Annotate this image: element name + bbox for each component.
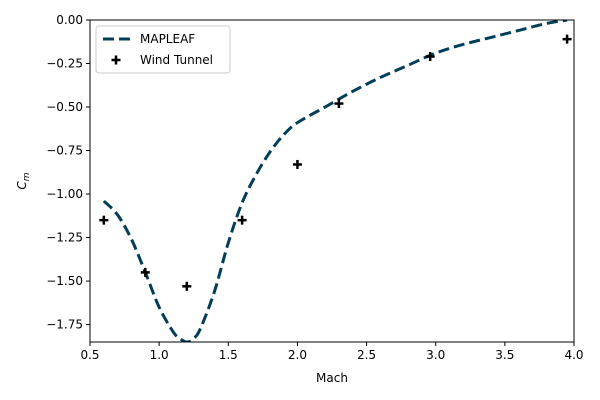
- wind-tunnel-point: [99, 215, 109, 225]
- legend: MAPLEAF Wind Tunnel: [95, 25, 231, 74]
- y-axis-label-base: C: [15, 181, 29, 190]
- y-axis-label-sub: m: [22, 172, 32, 181]
- legend-label: MAPLEAF: [140, 32, 195, 46]
- y-tick-label: −1.00: [46, 187, 83, 201]
- x-tick-label: 1.0: [150, 348, 169, 362]
- wind-tunnel-point: [292, 159, 302, 169]
- y-tick-label: −1.75: [46, 318, 83, 332]
- legend-label: Wind Tunnel: [140, 53, 213, 67]
- wind-tunnel-point: [237, 215, 247, 225]
- plot-frame: [89, 19, 575, 343]
- y-tick-label: −1.25: [46, 231, 83, 245]
- x-axis-label: Mach: [316, 371, 348, 385]
- x-tick-label: 1.5: [219, 348, 238, 362]
- y-tick-label: −0.75: [46, 144, 83, 158]
- y-axis-label: Cm: [15, 172, 32, 189]
- series-layer: [99, 20, 572, 342]
- y-tick-label: −0.50: [46, 100, 83, 114]
- y-tick-label: 0.00: [56, 13, 83, 27]
- ticks-layer: 0.5 1.0 1.5 2.0 2.5 3.0 3.5 4.0 0.00 −0.25 −0.50 −0…: [46, 13, 583, 362]
- x-tick-label: 0.5: [80, 348, 99, 362]
- y-tick-label: −0.25: [46, 57, 83, 71]
- x-tick-label: 2.5: [357, 348, 376, 362]
- x-tick-label: 2.0: [288, 348, 307, 362]
- wind-tunnel-point: [182, 281, 192, 291]
- x-tick-label: 3.5: [495, 348, 514, 362]
- legend-swatch-wind-tunnel: [111, 55, 121, 65]
- y-tick-label: −1.50: [46, 274, 83, 288]
- x-tick-label: 4.0: [564, 348, 583, 362]
- series-line-mapleaf: [102, 20, 568, 342]
- x-tick-label: 3.0: [426, 348, 445, 362]
- wind-tunnel-point: [334, 99, 344, 109]
- wind-tunnel-point: [140, 267, 150, 277]
- wind-tunnel-point: [425, 52, 435, 62]
- wind-tunnel-point: [562, 34, 572, 44]
